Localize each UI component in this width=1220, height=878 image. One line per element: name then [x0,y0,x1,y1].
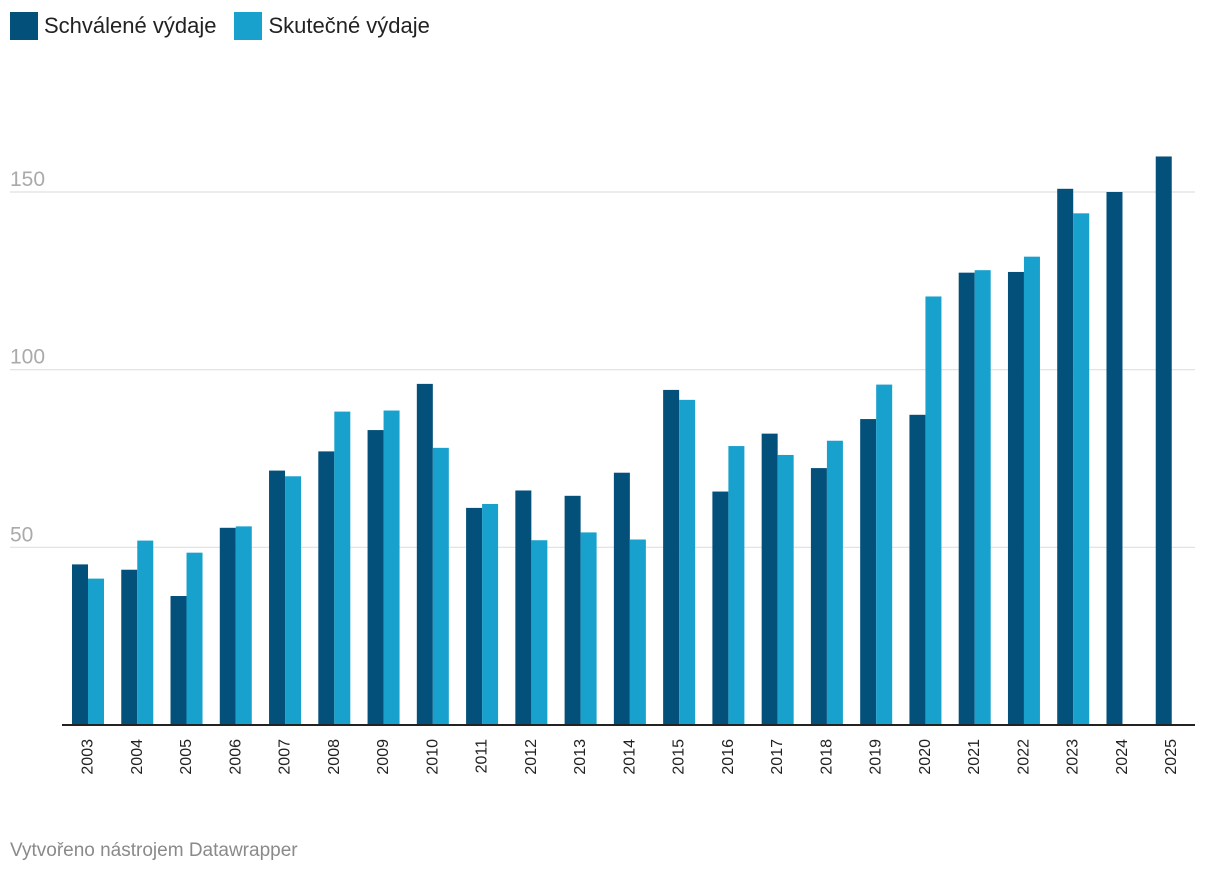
x-tick-label-2022: 2022 [1015,739,1032,775]
bar-approved-2023 [1057,188,1074,725]
bar-approved-2008 [318,451,335,725]
bar-actual-2015 [679,399,696,725]
x-tick-label-2024: 2024 [1114,739,1131,775]
x-tick-label-2019: 2019 [868,739,885,775]
bar-approved-2007 [269,470,286,725]
bar-actual-2005 [186,552,203,725]
bar-approved-2005 [170,596,187,725]
bar-approved-2004 [121,569,138,725]
x-tick-label-2025: 2025 [1163,739,1180,775]
bar-approved-2015 [663,389,680,725]
x-tick-label-2007: 2007 [277,739,294,775]
x-tick-label-2016: 2016 [720,739,737,775]
bar-actual-2018 [826,440,843,725]
legend-swatch-actual [234,12,263,40]
bar-approved-2009 [367,430,384,725]
bar-approved-2021 [958,272,975,725]
bar-approved-2025 [1155,156,1172,725]
y-tick-label-100: 100 [10,346,45,369]
legend-swatch-approved [10,12,38,40]
x-tick-label-2013: 2013 [572,739,589,775]
x-tick-label-2008: 2008 [326,739,343,775]
bar-actual-2003 [88,578,104,725]
x-tick-label-2020: 2020 [917,739,934,775]
bar-approved-2006 [219,527,236,725]
bar-actual-2014 [629,539,646,725]
bar-approved-2014 [613,472,630,725]
bar-approved-2016 [712,491,729,725]
y-tick-label-150: 150 [10,168,45,191]
bar-actual-2019 [876,384,893,725]
bar-approved-2018 [810,468,827,725]
bar-actual-2023 [1073,213,1090,725]
bar-actual-2010 [432,447,449,725]
bar-actual-2004 [137,540,154,725]
x-tick-label-2023: 2023 [1065,739,1082,775]
bar-actual-2017 [777,454,794,725]
bar-approved-2011 [466,507,483,725]
x-tick-label-2004: 2004 [129,739,146,775]
x-tick-label-2010: 2010 [424,739,441,775]
bar-approved-2024 [1106,192,1123,725]
x-tick-label-2017: 2017 [769,739,786,775]
chart-legend: Schválené výdaje Skutečné výdaje [10,12,430,40]
legend-item-approved: Schválené výdaje [10,12,216,40]
y-tick-label-50: 50 [10,523,33,546]
bar-actual-2022 [1023,256,1040,725]
legend-label-approved: Schválené výdaje [44,13,217,38]
bar-approved-2017 [761,433,778,725]
x-tick-label-2011: 2011 [474,739,491,774]
legend-label-actual: Skutečné výdaje [268,13,430,38]
bar-actual-2006 [235,526,252,725]
bar-approved-2010 [416,383,433,725]
x-tick-label-2005: 2005 [178,739,195,775]
bar-approved-2022 [1007,271,1024,725]
x-tick-label-2021: 2021 [966,739,983,775]
x-tick-label-2015: 2015 [671,739,688,775]
bar-actual-2011 [482,503,499,725]
x-tick-label-2018: 2018 [818,739,835,775]
bar-actual-2009 [383,410,400,725]
bar-actual-2020 [925,296,942,725]
x-tick-label-2006: 2006 [227,739,244,775]
bar-actual-2016 [728,446,745,725]
legend-item-actual: Skutečné výdaje [234,12,430,40]
bar-actual-2021 [974,270,991,725]
bar-approved-2003 [72,564,88,725]
bar-approved-2020 [909,414,926,725]
bar-approved-2019 [860,419,877,725]
bar-actual-2008 [334,411,351,725]
x-tick-label-2003: 2003 [80,739,97,775]
footer-credit: Vytvořeno nástrojem Datawrapper [10,840,298,861]
x-tick-label-2014: 2014 [621,739,638,775]
bar-approved-2013 [564,495,581,725]
bar-actual-2007 [285,476,302,725]
bar-approved-2012 [515,490,532,725]
x-tick-label-2012: 2012 [523,739,540,775]
bar-actual-2012 [531,540,548,725]
bar-actual-2013 [580,532,597,725]
x-tick-label-2009: 2009 [375,739,392,775]
